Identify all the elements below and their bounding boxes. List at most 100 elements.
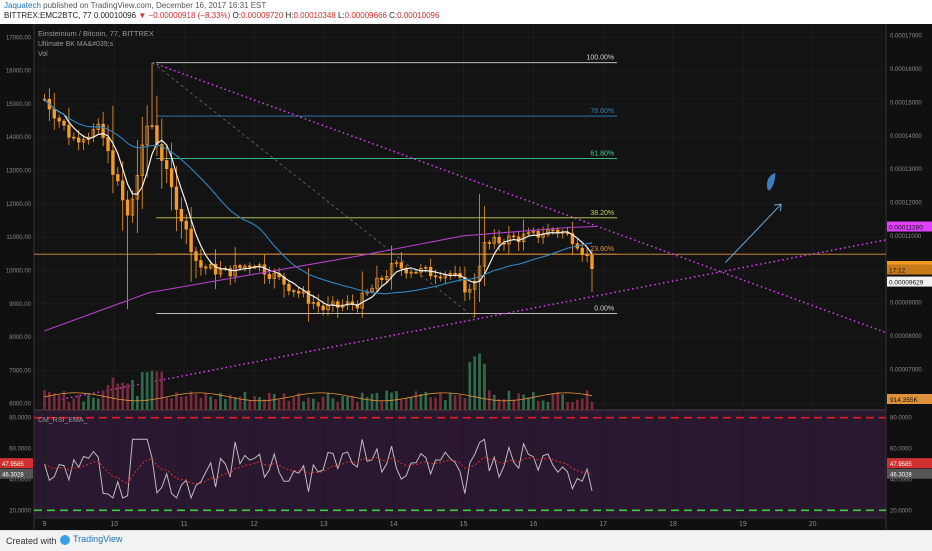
rsi-right-tick: 80.0000 (890, 416, 912, 422)
volume-bar (473, 356, 477, 410)
volume-bar (87, 394, 90, 410)
right-tick-label: 0.00013000 (890, 167, 922, 173)
open-label: O: (232, 11, 241, 20)
fib-diagonal (152, 62, 475, 318)
volume-bar (512, 399, 516, 410)
candle-body (546, 229, 550, 235)
volume-bar (67, 401, 71, 410)
fib-label: 61.80% (590, 150, 614, 157)
x-tick-label: 10 (110, 521, 118, 528)
volume-bar (478, 353, 481, 410)
volume-bar (370, 393, 374, 410)
candle-body (169, 168, 174, 188)
volume-bar (228, 394, 232, 410)
volume-bar (590, 401, 594, 410)
x-tick-label: 20 (809, 521, 817, 528)
volume-bar (263, 399, 266, 410)
volume-bar (165, 397, 169, 410)
volume-bar (580, 398, 584, 410)
white-ma-line (44, 98, 593, 307)
rsi-right-tick: 60.0000 (890, 447, 912, 453)
indicator-name: Ultimate BK MA&#039;s (38, 41, 114, 48)
volume-bar (287, 400, 291, 410)
volume-bar (184, 395, 188, 410)
candle-body (399, 262, 404, 269)
arrow-head-icon (774, 203, 782, 212)
left-tick-label: 13000.00 (6, 169, 32, 175)
candle-body (536, 230, 540, 238)
volume-bar (175, 392, 178, 410)
candle-body (590, 254, 594, 270)
candle-body (248, 265, 252, 268)
volume-bar (522, 394, 525, 410)
right-tick-label: 0.00012000 (890, 200, 922, 206)
volume-bar (483, 363, 486, 410)
published-text: published on TradingView.com, December 1… (43, 1, 267, 10)
x-tick-label: 14 (390, 521, 398, 528)
volume-bar (282, 393, 286, 410)
price-tag-label: 17:12 (889, 268, 906, 275)
right-tick-label: 0.00009000 (890, 301, 922, 307)
candle-body (292, 290, 296, 293)
candle-body (106, 137, 110, 152)
price-tag (887, 221, 932, 232)
left-tick-label: 15000.00 (6, 102, 32, 108)
volume-bar (360, 392, 364, 410)
x-tick-label: 11 (181, 521, 188, 528)
volume-bar (92, 397, 95, 410)
candle-body (487, 242, 492, 244)
candle-body (551, 229, 555, 232)
candle-body (184, 220, 188, 230)
volume-bar (399, 399, 403, 410)
fib-label: 100.00% (586, 55, 614, 62)
support-trendline (44, 239, 887, 404)
right-tick-label: 0.00014000 (890, 134, 922, 140)
rsi-pane (34, 410, 886, 518)
candle-body (580, 247, 584, 256)
volume-bar (439, 392, 442, 410)
candle-body (287, 283, 291, 292)
symbol: BITTREX:EMC2BTC, 77 (4, 11, 92, 20)
volume-bar (458, 395, 462, 410)
volume-bar (424, 391, 428, 410)
volume-bar (238, 396, 242, 410)
volume-bar (258, 397, 261, 410)
volume-bar (248, 400, 252, 410)
symbol-line: BITTREX:EMC2BTC, 77 0.00010096 ▼ −0.0000… (4, 11, 439, 20)
candle-body (468, 288, 472, 293)
candle-body (101, 123, 105, 138)
pane-title: Einsteinium / Bitcoin, 77, BITTREX (38, 29, 154, 38)
candle-body (52, 108, 56, 119)
candle-body (267, 273, 272, 279)
rsi-left-tick: 60.0000 (9, 447, 31, 453)
volume-bar (160, 371, 164, 410)
candle-body (243, 265, 247, 268)
author-link[interactable]: Jaquatech (4, 1, 41, 10)
volume-bar (551, 393, 555, 410)
candle-body (57, 117, 61, 122)
volume-bar (390, 392, 393, 410)
left-tick-label: 10000.00 (6, 268, 32, 274)
footer: Created with TradingView (0, 530, 932, 551)
volume-bar (419, 393, 423, 410)
candle-body (570, 233, 575, 245)
volume-bar (121, 382, 125, 410)
volume-bar (302, 401, 305, 410)
x-tick-label: 15 (460, 521, 468, 528)
volume-bar (131, 379, 134, 410)
candle-body (125, 199, 130, 216)
created-with-text: Created with (6, 536, 57, 546)
left-tick-label: 11000.00 (6, 235, 31, 241)
rsi-value-label-right: 47.9585 (890, 462, 912, 468)
volume-bar (253, 396, 257, 410)
price-chart[interactable]: 9 10 11 12 13 14 15 16 17 18 19 20 17000.00 16000.00 1… (0, 24, 932, 530)
rsi-value-tag (0, 458, 33, 469)
candle-body (135, 175, 140, 200)
volume-bar (268, 392, 271, 410)
tradingview-link[interactable]: TradingView (60, 534, 123, 545)
candle-body (228, 268, 232, 277)
candle-body (433, 275, 438, 278)
left-tick-label: 7000.00 (9, 368, 31, 374)
fib-label: 23.60% (590, 246, 614, 253)
candle-body (204, 266, 208, 269)
